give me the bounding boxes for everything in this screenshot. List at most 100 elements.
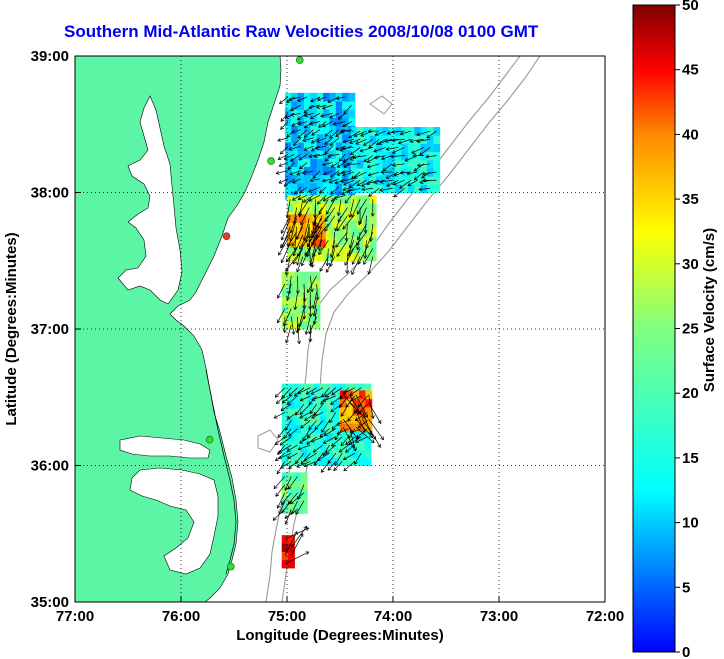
velocity-cell <box>335 182 343 192</box>
velocity-cell <box>293 238 301 248</box>
velocity-vector <box>279 96 289 105</box>
velocity-vector <box>363 215 368 234</box>
velocity-cell <box>342 150 349 159</box>
velocity-cell <box>420 143 428 153</box>
velocity-cell <box>342 174 349 184</box>
velocity-cell <box>335 150 343 159</box>
velocity-vector <box>303 452 317 462</box>
velocity-cell <box>350 176 358 185</box>
velocity-vector <box>296 256 304 273</box>
velocity-cell <box>316 166 324 176</box>
velocity-cell <box>407 167 415 177</box>
velocity-cell <box>407 176 415 185</box>
velocity-cell <box>300 271 308 281</box>
velocity-cell <box>300 416 308 426</box>
velocity-vector <box>300 452 311 465</box>
colorbar-tick-label: 30 <box>682 256 699 273</box>
velocity-vector <box>367 256 374 275</box>
velocity-vector <box>288 145 301 151</box>
velocity-vector <box>373 155 386 160</box>
velocity-vector <box>422 178 437 183</box>
velocity-vector <box>342 138 354 144</box>
velocity-vector <box>348 232 355 249</box>
velocity-vector <box>309 113 321 119</box>
velocity-cell <box>303 109 311 118</box>
velocity-cell <box>294 457 302 466</box>
velocity-cell <box>316 117 324 127</box>
velocity-cell <box>294 391 302 401</box>
velocity-cell <box>337 252 345 262</box>
velocity-vector <box>278 444 292 454</box>
velocity-cell <box>363 135 371 144</box>
velocity-cell <box>316 133 324 143</box>
velocity-cell <box>307 416 314 426</box>
velocity-vector <box>300 420 311 429</box>
velocity-vector <box>363 240 368 259</box>
velocity-cell <box>294 480 302 490</box>
velocity-vector <box>297 324 301 345</box>
velocity-vector <box>277 137 289 142</box>
velocity-cell <box>291 182 299 192</box>
velocity-vector <box>348 130 361 139</box>
velocity-cell <box>281 391 289 401</box>
colorbar <box>632 4 676 653</box>
velocity-cell <box>426 159 434 169</box>
velocity-vector <box>357 395 368 408</box>
velocity-cell <box>414 184 422 193</box>
velocity-cell <box>310 166 318 176</box>
velocity-cell <box>325 203 333 213</box>
velocity-cell <box>297 182 305 192</box>
velocity-vector <box>314 420 324 430</box>
velocity-vector <box>342 215 355 230</box>
velocity-vector <box>411 147 424 154</box>
velocity-cell <box>332 432 340 442</box>
y-axis-label: Latitude (Degrees:Minutes) <box>3 232 20 425</box>
velocity-cell <box>352 398 360 408</box>
velocity-cell <box>323 141 330 151</box>
velocity-vector <box>331 387 343 396</box>
x-tick-label: 74:00 <box>374 608 412 625</box>
velocity-vector <box>340 436 349 447</box>
velocity-vector <box>363 138 374 146</box>
velocity-vector <box>280 461 292 469</box>
velocity-vector <box>309 242 316 265</box>
velocity-cell <box>407 159 415 169</box>
velocity-cell <box>294 296 302 305</box>
velocity-vector <box>297 121 308 126</box>
velocity-cell <box>313 432 321 442</box>
colorbar-tick-label: 40 <box>682 126 699 143</box>
velocity-vector <box>322 395 336 403</box>
velocity-cell <box>395 143 402 153</box>
velocity-vector <box>392 163 405 168</box>
velocity-vector <box>293 226 298 251</box>
velocity-cell <box>329 92 337 102</box>
velocity-vector <box>275 484 286 497</box>
velocity-cell <box>335 125 343 135</box>
velocity-cell <box>326 424 334 434</box>
velocity-vector <box>349 138 361 145</box>
velocity-cell <box>329 158 337 168</box>
velocity-vector <box>285 248 297 263</box>
velocity-vector <box>297 387 311 395</box>
velocity-vector <box>322 444 330 457</box>
velocity-cell <box>401 151 409 161</box>
velocity-vector <box>344 223 349 242</box>
velocity-vector <box>307 275 317 293</box>
velocity-cell <box>281 408 289 417</box>
velocity-cell <box>281 449 289 458</box>
velocity-vector <box>278 234 291 256</box>
velocity-vector <box>287 476 298 490</box>
velocity-vector <box>358 207 367 226</box>
velocity-cell <box>420 126 428 136</box>
velocity-cell <box>303 133 311 143</box>
velocity-cell <box>318 252 326 262</box>
velocity-cell <box>291 133 299 143</box>
velocity-vector <box>337 207 348 223</box>
velocity-vector <box>368 394 375 419</box>
velocity-cell <box>364 449 372 458</box>
velocity-cell <box>332 416 340 426</box>
velocity-vector <box>316 137 327 143</box>
velocity-cell <box>414 143 422 153</box>
velocity-cell <box>297 174 305 184</box>
velocity-vector <box>366 179 380 186</box>
